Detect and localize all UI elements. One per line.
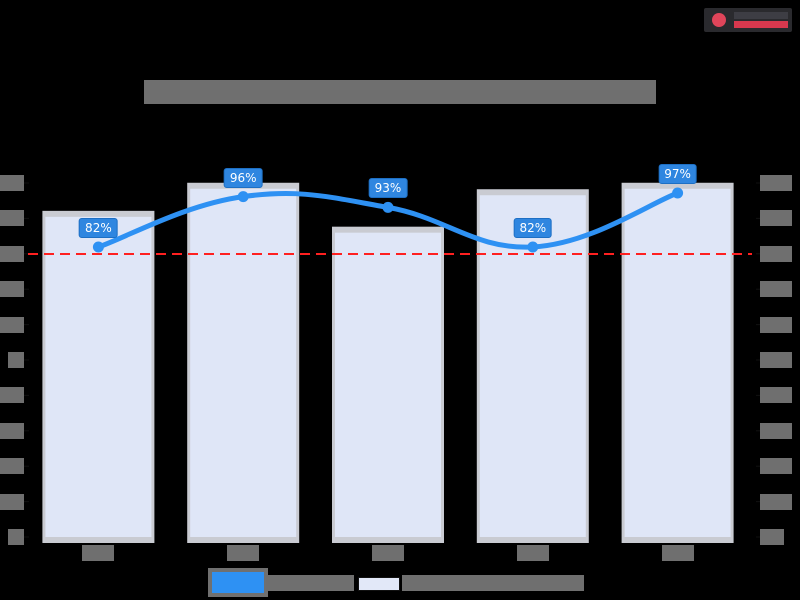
legend-swatch-bar — [358, 577, 400, 591]
line-point-marker — [237, 191, 249, 203]
logo-text-top — [734, 12, 788, 19]
legend-label-bar — [402, 575, 584, 591]
line-point-marker — [382, 201, 394, 213]
y-axis-label-left — [0, 210, 24, 227]
x-axis-label — [661, 545, 694, 561]
y-axis-label-right — [760, 493, 792, 510]
y-axis-label-right — [760, 529, 784, 545]
y-axis-label-left — [0, 175, 24, 191]
logo-mark-icon — [712, 13, 726, 27]
x-axis-label — [82, 545, 115, 561]
y-axis-label-left — [0, 493, 24, 510]
y-axis-label-right — [760, 352, 792, 368]
y-axis-label-left — [0, 422, 24, 439]
brand-logo — [704, 8, 792, 32]
data-label: 96% — [223, 167, 263, 188]
x-axis-label — [227, 545, 260, 561]
y-axis-label-left — [0, 458, 24, 475]
line-point-marker — [527, 241, 539, 253]
legend-label-line — [266, 575, 354, 591]
y-axis-label-left — [0, 387, 24, 404]
data-label: 97% — [658, 164, 697, 184]
data-label: 82% — [79, 218, 118, 238]
x-axis-label — [372, 545, 404, 561]
y-axis-label-right — [760, 175, 792, 191]
line-point-marker — [672, 187, 684, 199]
y-axis-label-right — [760, 387, 792, 404]
y-axis-label-left — [8, 352, 24, 368]
data-label: 82% — [513, 218, 553, 238]
y-axis-label-left — [8, 529, 24, 545]
y-axis-label-left — [0, 281, 24, 298]
y-axis-label-left — [0, 245, 24, 262]
chart-title — [144, 80, 656, 104]
y-axis-label-right — [760, 281, 792, 298]
y-axis-label-right — [760, 210, 792, 227]
y-axis-label-left — [0, 316, 24, 333]
bar — [190, 188, 297, 537]
data-label: 93% — [368, 178, 408, 199]
logo-text-bottom — [734, 21, 788, 28]
line-point-marker — [92, 241, 104, 253]
bar — [335, 232, 441, 537]
y-axis-label-right — [760, 422, 792, 439]
y-axis-label-right — [760, 458, 792, 475]
legend-swatch-line — [208, 568, 268, 597]
y-axis-label-right — [760, 245, 792, 262]
x-axis-label — [516, 545, 549, 561]
bar — [624, 188, 731, 537]
y-axis-label-right — [760, 316, 792, 333]
bar — [45, 216, 152, 537]
